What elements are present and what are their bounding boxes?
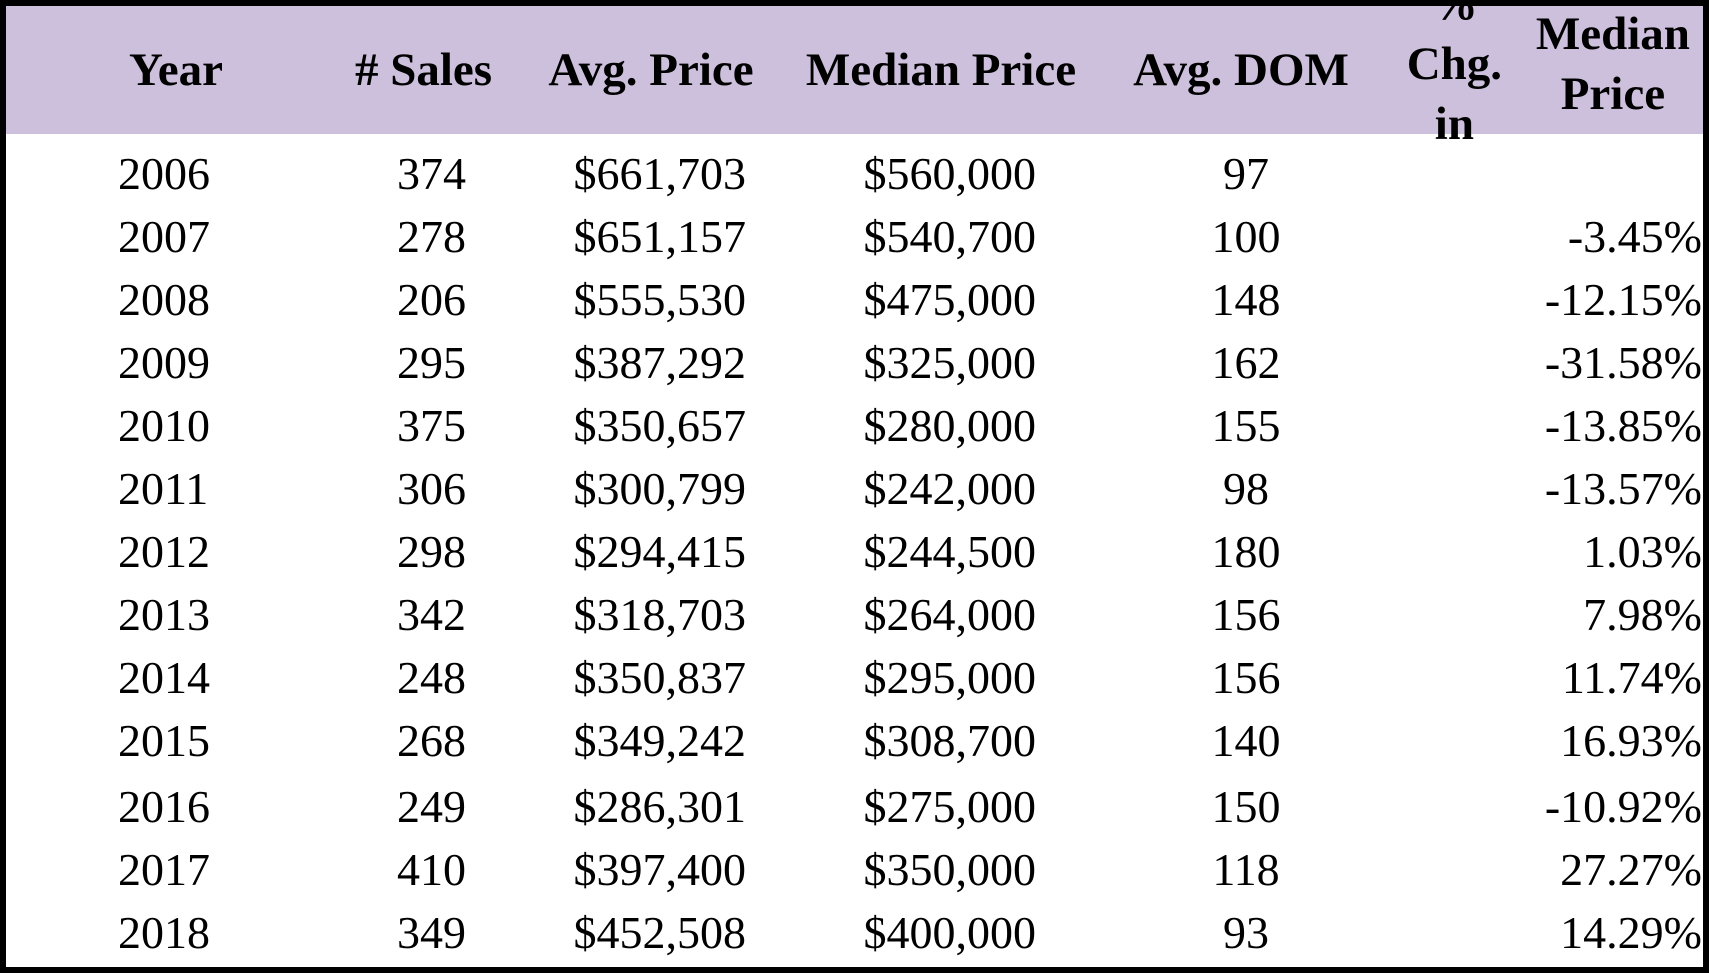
cell-avg-dom: 180 <box>1211 526 1281 577</box>
cell-avg-dom: 97 <box>1223 148 1269 199</box>
header-median-price: Median Price <box>805 44 1077 96</box>
cell-sales: 298 <box>397 526 466 577</box>
cell-pct-change: -13.57% <box>1544 463 1702 514</box>
cell-year: 2015 <box>118 715 210 766</box>
table-row: 2012 298 $294,415 $244,500 180 1.03% <box>6 520 1703 583</box>
cell-sales: 278 <box>397 211 466 262</box>
table-row: 2016 249 $286,301 $275,000 150 -10.92% <box>6 775 1703 838</box>
cell-avg-dom: 140 <box>1211 715 1281 766</box>
cell-median-price: $325,000 <box>863 337 1037 388</box>
cell-avg-dom: 162 <box>1211 337 1281 388</box>
cell-sales: 375 <box>397 400 466 451</box>
cell-avg-dom: 118 <box>1212 844 1280 895</box>
cell-sales: 248 <box>397 652 466 703</box>
cell-year: 2011 <box>118 463 209 514</box>
cell-pct-change: -3.45% <box>1567 211 1702 262</box>
cell-pct-change: 7.98% <box>1583 589 1702 640</box>
table-row: 2013 342 $318,703 $264,000 156 7.98% <box>6 583 1703 646</box>
cell-sales: 206 <box>397 274 466 325</box>
cell-pct-change: -10.92% <box>1544 781 1702 832</box>
cell-median-price: $308,700 <box>863 715 1037 766</box>
cell-avg-price: $397,400 <box>573 844 747 895</box>
cell-pct-change: 16.93% <box>1560 715 1702 766</box>
cell-avg-price: $661,703 <box>573 148 747 199</box>
cell-avg-price: $294,415 <box>573 526 747 577</box>
header-year: Year <box>129 44 223 96</box>
table-row: 2006 374 $661,703 $560,000 97 <box>6 142 1703 205</box>
cell-year: 2014 <box>118 652 210 703</box>
cell-avg-price: $286,301 <box>573 781 747 832</box>
cell-sales: 342 <box>397 589 466 640</box>
cell-avg-dom: 148 <box>1211 274 1281 325</box>
cell-median-price: $275,000 <box>863 781 1037 832</box>
cell-median-price: $264,000 <box>863 589 1037 640</box>
cell-pct-change: 14.29% <box>1560 907 1702 958</box>
cell-pct-change: 1.03% <box>1583 526 1702 577</box>
table-row: 2007 278 $651,157 $540,700 100 -3.45% <box>6 205 1703 268</box>
cell-pct-change: -31.58% <box>1544 337 1702 388</box>
cell-median-price: $560,000 <box>863 148 1037 199</box>
cell-pct-change: -12.15% <box>1544 274 1702 325</box>
cell-year: 2008 <box>118 274 210 325</box>
table-row: 2009 295 $387,292 $325,000 162 -31.58% <box>6 331 1703 394</box>
cell-sales: 349 <box>397 907 466 958</box>
header-sales: # Sales <box>354 44 493 96</box>
cell-median-price: $242,000 <box>863 463 1037 514</box>
cell-avg-price: $555,530 <box>573 274 747 325</box>
cell-avg-dom: 156 <box>1211 652 1281 703</box>
table-row: 2018 349 $452,508 $400,000 93 14.29% <box>6 901 1703 964</box>
cell-sales: 268 <box>397 715 466 766</box>
cell-pct-change: 11.74% <box>1561 652 1702 703</box>
table-row: 2014 248 $350,837 $295,000 156 11.74% <box>6 646 1703 709</box>
cell-year: 2018 <box>118 907 210 958</box>
cell-year: 2013 <box>118 589 210 640</box>
cell-sales: 410 <box>397 844 466 895</box>
cell-pct-change: -13.85% <box>1544 400 1702 451</box>
cell-avg-dom: 156 <box>1211 589 1281 640</box>
cell-avg-price: $300,799 <box>573 463 747 514</box>
cell-avg-dom: 100 <box>1211 211 1281 262</box>
table-row: 2010 375 $350,657 $280,000 155 -13.85% <box>6 394 1703 457</box>
cell-sales: 249 <box>397 781 466 832</box>
cell-year: 2007 <box>118 211 210 262</box>
cell-sales: 295 <box>397 337 466 388</box>
cell-pct-change <box>1446 142 1702 205</box>
header-avg-dom: Avg. DOM <box>1133 44 1349 96</box>
table-header: Year # Sales Avg. Price Median Price Avg… <box>6 0 1703 150</box>
cell-avg-price: $651,157 <box>573 211 747 262</box>
cell-median-price: $280,000 <box>863 400 1037 451</box>
cell-median-price: $400,000 <box>863 907 1037 958</box>
cell-year: 2017 <box>118 844 210 895</box>
cell-avg-dom: 155 <box>1211 400 1281 451</box>
cell-median-price: $244,500 <box>863 526 1037 577</box>
header-avg-price: Avg. Price <box>548 44 754 96</box>
cell-avg-price: $452,508 <box>573 907 747 958</box>
cell-sales: 306 <box>397 463 466 514</box>
table-row: 2008 206 $555,530 $475,000 148 -12.15% <box>6 268 1703 331</box>
cell-pct-change: 27.27% <box>1560 844 1702 895</box>
cell-avg-price: $350,837 <box>573 652 747 703</box>
cell-year: 2010 <box>118 400 210 451</box>
cell-median-price: $475,000 <box>863 274 1037 325</box>
cell-avg-dom: 98 <box>1223 463 1269 514</box>
header-pct-change: % Chg. in Median Price <box>1406 0 1690 150</box>
cell-median-price: $540,700 <box>863 211 1037 262</box>
cell-avg-price: $387,292 <box>573 337 747 388</box>
table-row: 2011 306 $300,799 $242,000 98 -13.57% <box>6 457 1703 520</box>
cell-avg-price: $350,657 <box>573 400 747 451</box>
cell-avg-price: $349,242 <box>573 715 747 766</box>
cell-median-price: $295,000 <box>863 652 1037 703</box>
cell-sales: 374 <box>397 148 466 199</box>
cell-year: 2012 <box>118 526 210 577</box>
cell-median-price: $350,000 <box>863 844 1037 895</box>
table-row: 2017 410 $397,400 $350,000 118 27.27% <box>6 838 1703 901</box>
cell-avg-price: $318,703 <box>573 589 747 640</box>
cell-year: 2016 <box>118 781 210 832</box>
cell-year: 2009 <box>118 337 210 388</box>
cell-avg-dom: 93 <box>1223 907 1269 958</box>
cell-year: 2006 <box>118 148 210 199</box>
cell-avg-dom: 150 <box>1211 781 1281 832</box>
table-row: 2015 268 $349,242 $308,700 140 16.93% <box>6 709 1703 772</box>
